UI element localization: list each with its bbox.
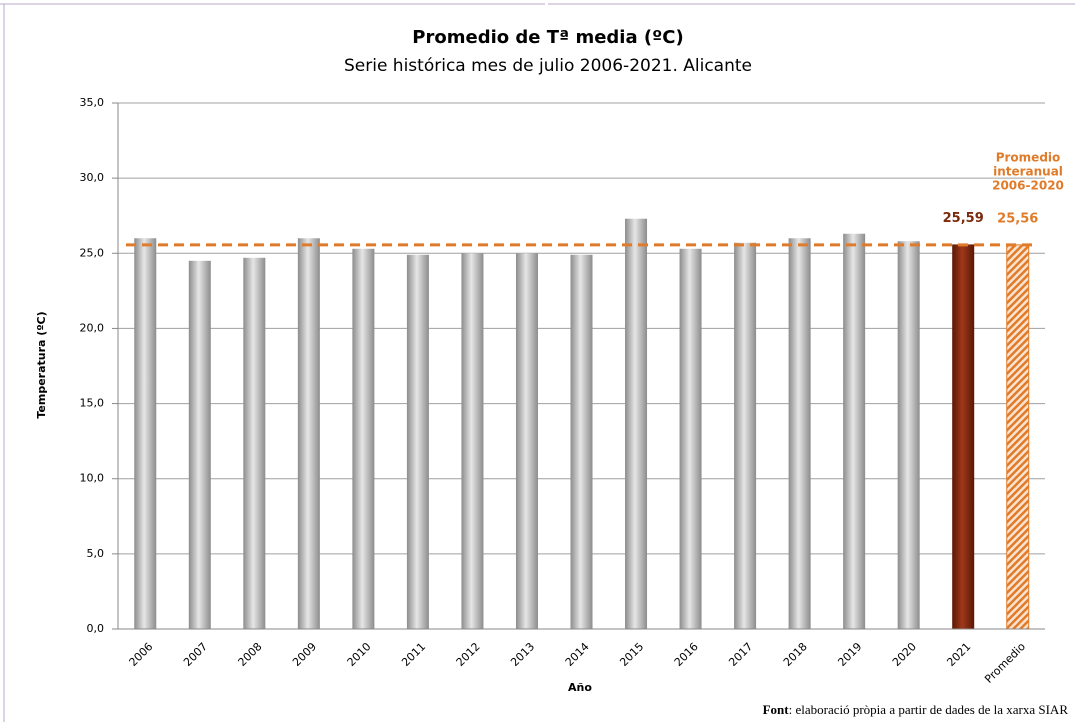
y-tick-label: 35,0 — [80, 96, 105, 109]
annotation: Promedio — [996, 151, 1061, 165]
x-tick-label: 2011 — [399, 640, 428, 669]
bar — [461, 253, 484, 630]
x-tick-label: 2013 — [508, 640, 537, 669]
y-tick-label: 15,0 — [80, 397, 105, 410]
x-tick-label: 2017 — [726, 640, 755, 669]
x-tick-label: 2018 — [781, 640, 810, 669]
value-label: 25,59 — [943, 211, 984, 226]
bar — [134, 238, 157, 629]
x-tick-label: 2020 — [890, 640, 919, 669]
bar — [897, 241, 920, 629]
y-tick-label: 25,0 — [80, 246, 105, 259]
x-tick-label: 2014 — [563, 640, 592, 669]
bar — [570, 254, 593, 629]
bar — [297, 238, 320, 629]
y-tick-label: 20,0 — [80, 321, 105, 334]
source-label: Font — [763, 702, 790, 717]
bar — [788, 238, 811, 629]
x-tick-label: Promedio — [982, 640, 1028, 686]
x-tick-label: 2007 — [181, 640, 210, 669]
annotation: 2006-2020 — [992, 179, 1064, 193]
bar — [406, 254, 429, 629]
x-tick-label: 2019 — [835, 640, 864, 669]
x-tick-label: 2008 — [236, 640, 265, 669]
bar — [188, 260, 211, 629]
y-tick-label: 5,0 — [87, 547, 105, 560]
x-tick-label: 2012 — [454, 640, 483, 669]
y-tick-label: 0,0 — [87, 622, 105, 635]
source: Font: elaboració pròpia a partir de dade… — [763, 702, 1069, 717]
bar — [734, 242, 757, 629]
x-tick-label: 2021 — [944, 640, 973, 669]
y-tick-label: 30,0 — [80, 171, 105, 184]
bar — [952, 244, 975, 629]
x-axis-title: Año — [568, 681, 592, 694]
chart-title: Promedio de Tª media (ºC) — [412, 27, 683, 48]
bar — [515, 253, 538, 630]
source-text: : elaboració pròpia a partir de dades de… — [789, 702, 1069, 717]
value-label: 25,56 — [997, 211, 1038, 226]
bar — [843, 233, 866, 629]
x-tick-label: 2010 — [345, 640, 374, 669]
y-axis-title: Temperatura (ºC) — [35, 311, 48, 418]
annotation: interanual — [993, 165, 1063, 179]
chart-subtitle: Serie histórica mes de julio 2006-2021. … — [344, 56, 752, 76]
bar — [243, 257, 266, 629]
bar — [625, 218, 648, 629]
x-tick-label: 2009 — [290, 640, 319, 669]
x-tick-label: 2006 — [127, 640, 156, 669]
bar — [352, 248, 375, 629]
x-tick-label: 2015 — [617, 640, 646, 669]
x-tick-label: 2016 — [672, 640, 701, 669]
bar — [679, 248, 702, 629]
bar — [1006, 244, 1030, 630]
y-tick-label: 10,0 — [80, 472, 105, 485]
